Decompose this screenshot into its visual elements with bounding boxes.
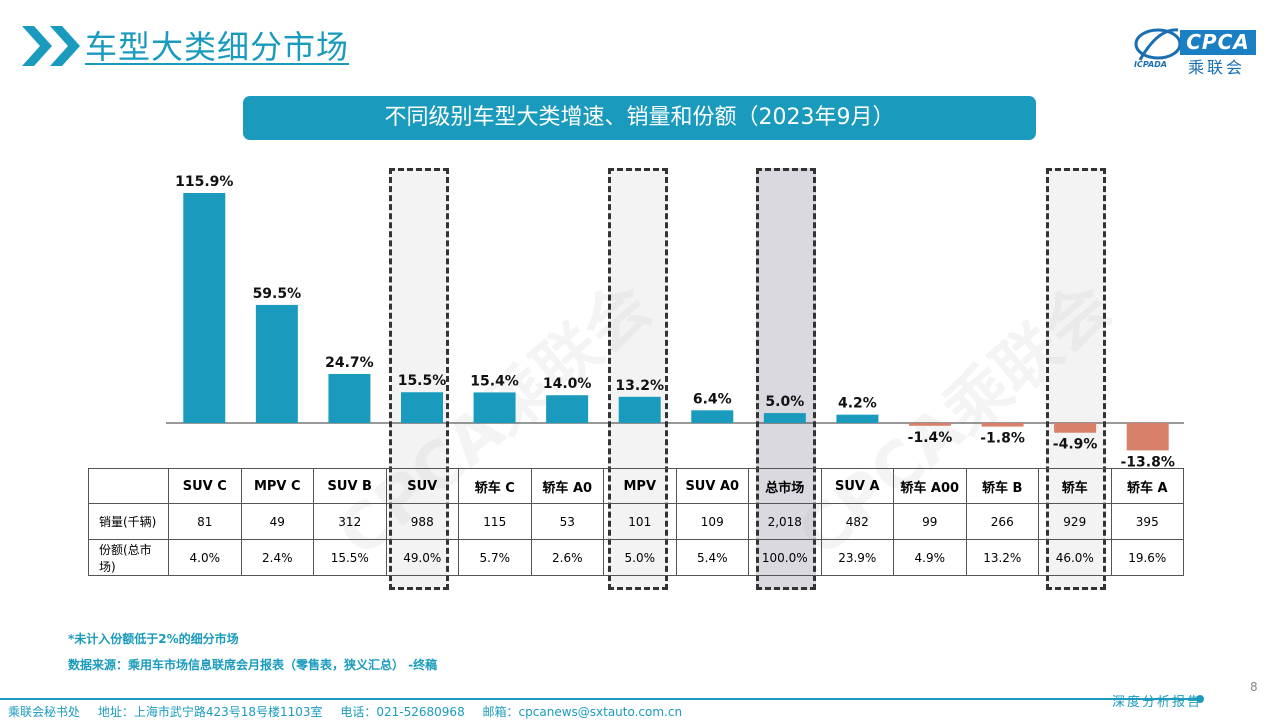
footer-address: 地址：上海市武宁路423号18号楼1103室 xyxy=(97,705,323,719)
chart-title-banner: 不同级别车型大类增速、销量和份额（2023年9月） xyxy=(243,96,1036,140)
table-cell: 53 xyxy=(530,503,604,540)
bar xyxy=(691,410,734,423)
bar xyxy=(183,193,226,423)
chevron-right-icon xyxy=(50,26,80,66)
category-header-cell: SUV C xyxy=(168,468,242,504)
table-cell: 115 xyxy=(458,503,532,540)
bar xyxy=(836,414,879,423)
footer-divider-dot xyxy=(1196,695,1204,703)
bar-data-label: -13.8% xyxy=(1120,454,1174,470)
row-label-cell: 份额(总市场) xyxy=(88,539,169,576)
category-header-cell: MPV C xyxy=(240,468,314,504)
row-label-cell: 销量(千辆) xyxy=(88,503,169,540)
table-cell: 482 xyxy=(820,503,894,540)
footer-divider xyxy=(0,698,1200,700)
category-header-cell: MPV xyxy=(603,468,677,504)
page-title: 车型大类细分市场 xyxy=(85,28,350,66)
table-cell: 988 xyxy=(385,503,459,540)
table-cell: 2.6% xyxy=(530,539,604,576)
chevron-right-icon xyxy=(22,26,52,66)
logo-text-en: CPCA xyxy=(1180,30,1256,55)
category-header-cell: SUV A xyxy=(820,468,894,504)
logo-subtext: ICPADA xyxy=(1134,60,1167,69)
table-row-sales: 销量(千辆) 81 49 312 988 115 53 101 109 2,018 482 99 266… xyxy=(88,503,1184,540)
table-cell: 15.5% xyxy=(313,539,387,576)
table-cell: 81 xyxy=(168,503,242,540)
category-header-cell: SUV A0 xyxy=(675,468,749,504)
category-header-cell: 总市场 xyxy=(748,468,822,504)
bar xyxy=(473,392,516,423)
table-cell: 5.7% xyxy=(458,539,532,576)
source-note: 数据来源：乘用车市场信息联席会月报表（零售表，狭义汇总） -终稿 xyxy=(68,658,438,672)
bar xyxy=(981,423,1024,427)
table-cell: 2.4% xyxy=(240,539,314,576)
bar xyxy=(328,373,371,423)
bar-data-label: -4.9% xyxy=(1053,437,1098,453)
bar-data-label: 59.5% xyxy=(253,286,302,302)
table-cell: 4.9% xyxy=(893,539,967,576)
table-cell: 99 xyxy=(893,503,967,540)
category-header-cell: 轿车 A xyxy=(1110,468,1184,504)
table-row-share: 份额(总市场) 4.0% 2.4% 15.5% 49.0% 5.7% 2.6% 5.0% 5.4… xyxy=(88,539,1184,576)
table-cell: 46.0% xyxy=(1038,539,1112,576)
table-cell: 19.6% xyxy=(1110,539,1184,576)
table-cell: 13.2% xyxy=(965,539,1039,576)
footer-phone: 电话：021-52680968 xyxy=(340,705,465,719)
table-cell: 4.0% xyxy=(168,539,242,576)
category-header-cell: 轿车 A0 xyxy=(530,468,604,504)
category-header-cell: 轿车 B xyxy=(965,468,1039,504)
footer-contact: 乘联会秘书处 地址：上海市武宁路423号18号楼1103室 电话：021-526… xyxy=(8,703,696,720)
bar-data-label: 115.9% xyxy=(175,174,233,190)
table-cell: 929 xyxy=(1038,503,1112,540)
table-cell: 109 xyxy=(675,503,749,540)
category-header-cell: SUV xyxy=(385,468,459,504)
bar xyxy=(1126,423,1169,451)
bar-data-label: 13.2% xyxy=(615,378,664,394)
table-corner-cell xyxy=(88,468,169,504)
bar xyxy=(1054,423,1097,433)
growth-bar-chart: 115.9% 59.5% 24.7% 15.5% 15.4% 14.0% 13.2% 6.4%… xyxy=(166,174,1184,470)
category-header-cell: 轿车 xyxy=(1038,468,1112,504)
bar-data-label: 4.2% xyxy=(838,396,877,412)
table-cell: 395 xyxy=(1110,503,1184,540)
table-cell: 23.9% xyxy=(820,539,894,576)
bar-data-label: 24.7% xyxy=(325,355,374,371)
bar xyxy=(763,413,806,423)
table-cell: 49.0% xyxy=(385,539,459,576)
bar-data-label: 14.0% xyxy=(543,376,592,392)
table-cell: 101 xyxy=(603,503,677,540)
bar-data-label: -1.4% xyxy=(908,430,953,446)
bar-data-label: 15.4% xyxy=(470,373,519,389)
report-tag: 深度分析报告 xyxy=(1112,695,1203,710)
table-cell: 49 xyxy=(240,503,314,540)
footnote: *未计入份额低于2%的细分市场 xyxy=(68,632,239,646)
table-cell: 312 xyxy=(313,503,387,540)
bar xyxy=(908,423,951,426)
bar-data-label: 5.0% xyxy=(765,394,804,410)
category-header-cell: 轿车 A00 xyxy=(893,468,967,504)
data-table: SUV C MPV C SUV B SUV 轿车 C 轿车 A0 MPV SUV A0 总市场 S… xyxy=(88,468,1184,576)
table-cell: 5.4% xyxy=(675,539,749,576)
bar xyxy=(255,304,298,423)
footer-email: 邮箱：cpcanews@sxtauto.com.cn xyxy=(482,705,683,719)
table-cell: 100.0% xyxy=(748,539,822,576)
footer-org: 乘联会秘书处 xyxy=(8,705,81,719)
table-cell: 5.0% xyxy=(603,539,677,576)
category-header-cell: 轿车 C xyxy=(458,468,532,504)
page-number: 8 xyxy=(1250,680,1258,694)
bar-data-label: 6.4% xyxy=(693,391,732,407)
table-cell: 266 xyxy=(965,503,1039,540)
bar-data-label: 15.5% xyxy=(398,373,447,389)
bar-data-label: -1.8% xyxy=(980,431,1025,447)
table-cell: 2,018 xyxy=(748,503,822,540)
table-header-row: SUV C MPV C SUV B SUV 轿车 C 轿车 A0 MPV SUV A0 总市场 S… xyxy=(88,468,1184,504)
category-header-cell: SUV B xyxy=(313,468,387,504)
bar xyxy=(546,395,589,423)
bar xyxy=(400,392,443,423)
logo-text-cn: 乘联会 xyxy=(1188,58,1246,77)
bar xyxy=(618,396,661,423)
